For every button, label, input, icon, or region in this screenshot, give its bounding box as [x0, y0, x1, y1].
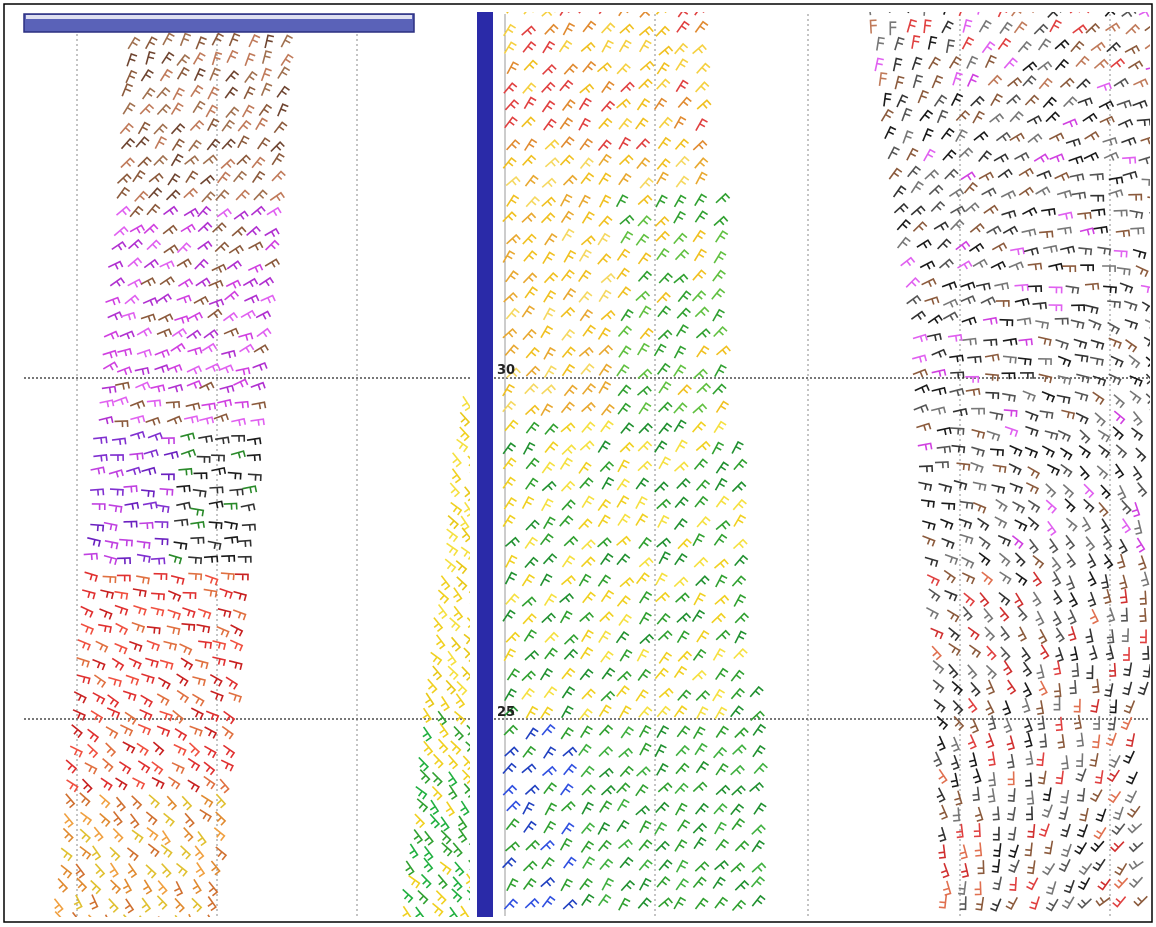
frame	[4, 4, 1152, 922]
wind-map: 30 25	[0, 0, 1156, 927]
title-bar-highlight	[26, 15, 412, 19]
page: 30 25 (() => { const data = JSON.parse(d…	[0, 0, 1156, 927]
latitude-label: 25	[497, 705, 515, 720]
latitude-label: 30	[497, 363, 515, 378]
panel-divider	[477, 12, 493, 917]
